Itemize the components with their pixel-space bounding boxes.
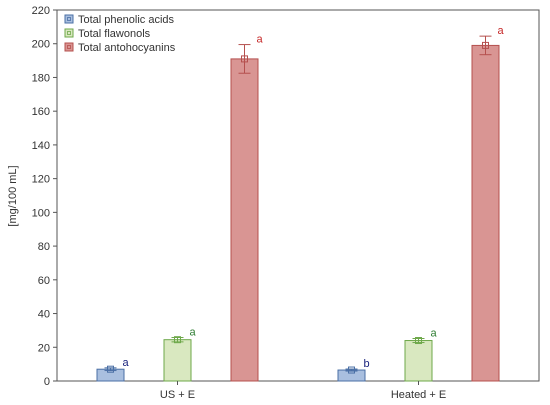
legend-marker [67, 31, 71, 35]
mean-marker [174, 336, 181, 344]
y-tick-label: 60 [38, 275, 50, 287]
significance-label: a [431, 328, 438, 340]
y-tick-label: 0 [44, 376, 50, 388]
y-tick-label: 160 [32, 106, 50, 118]
bar [163, 339, 192, 382]
legend-label: Total antohocyanins [78, 42, 176, 54]
significance-label: a [190, 326, 197, 338]
y-tick-label: 80 [38, 241, 50, 253]
category-label: US + E [160, 389, 195, 401]
mean-marker [241, 55, 248, 63]
legend-swatch [64, 14, 74, 24]
significance-label: a [498, 25, 505, 37]
y-tick-label: 20 [38, 342, 50, 354]
legend-label: Total phenolic acids [78, 14, 175, 26]
y-tick-label: 180 [32, 72, 50, 84]
significance-label: a [257, 34, 264, 46]
legend-swatch [64, 42, 74, 52]
bar [337, 369, 366, 382]
bar [471, 44, 500, 382]
legend-label: Total flawonols [78, 28, 151, 40]
legend-marker [67, 45, 71, 49]
mean-marker [348, 366, 355, 374]
y-tick-label: 40 [38, 309, 50, 321]
y-axis: 0 20 40 60 80 100 120 140 160 180 200 220 [32, 5, 57, 388]
legend: Total phenolic acids Total flawonols Total… [64, 14, 176, 54]
legend-swatch [64, 28, 74, 38]
y-tick-label: 200 [32, 39, 50, 51]
y-axis-label: [mg/100 mL] [7, 165, 19, 226]
y-tick-label: 140 [32, 140, 50, 152]
mean-marker [107, 365, 114, 373]
bar [404, 340, 433, 382]
category-label: Heated + E [391, 389, 446, 401]
significance-label: b [364, 358, 370, 370]
y-tick-label: 100 [32, 207, 50, 219]
plot-area [56, 9, 540, 382]
category-labels: US + E Heated + E [160, 381, 446, 401]
y-tick-label: 120 [32, 174, 50, 186]
mean-marker [482, 41, 489, 49]
mean-marker [415, 337, 422, 345]
bar [230, 58, 259, 382]
bars: a a a b a a [96, 25, 505, 382]
y-tick-label: 220 [32, 5, 50, 17]
significance-label: a [123, 357, 130, 369]
legend-marker [67, 17, 71, 21]
